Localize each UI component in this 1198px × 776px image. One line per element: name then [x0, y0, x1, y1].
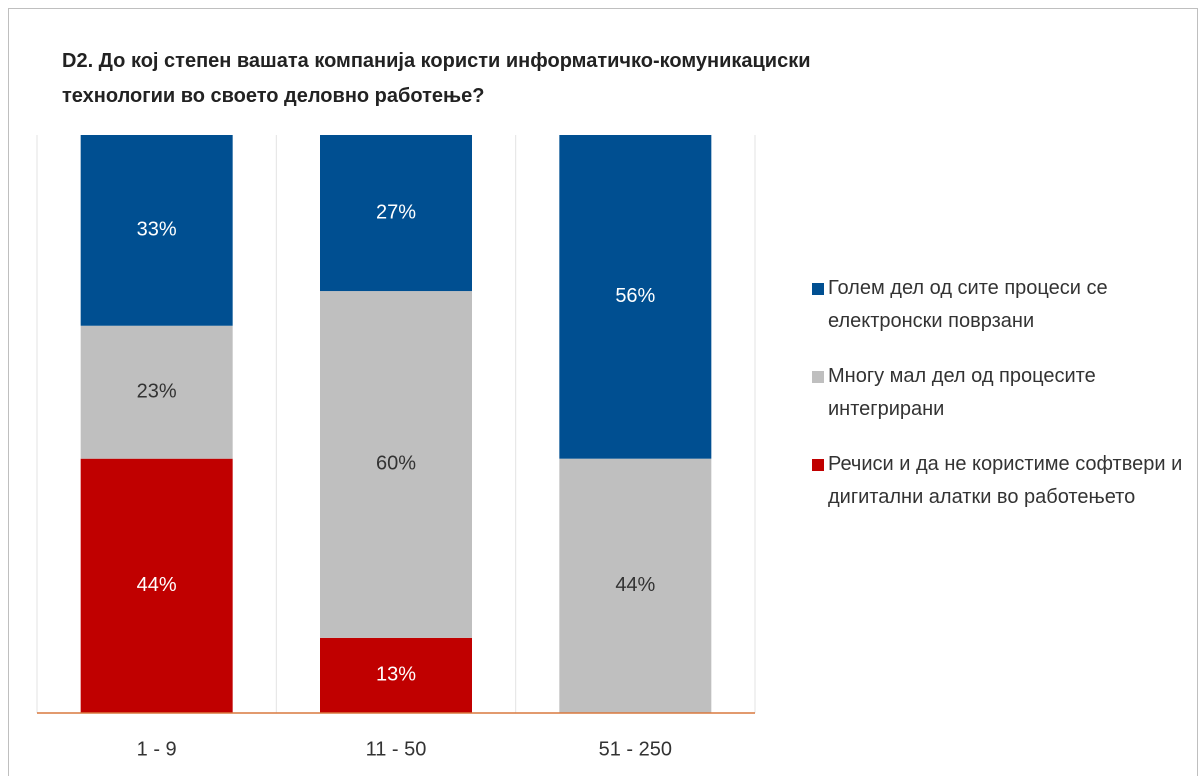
x-tick-label: 11 - 50 [366, 738, 427, 760]
x-tick-label: 51 - 250 [599, 738, 672, 760]
legend-label: Речиси и да не користиме софтвери и диги… [828, 453, 1183, 508]
data-label: 23% [137, 380, 177, 402]
data-label: 27% [376, 201, 416, 223]
bar-segment [80, 325, 233, 459]
legend-item: Речиси и да не користиме софтвери и диги… [812, 448, 1192, 514]
bar-segment [80, 135, 233, 326]
legend-label: Многу мал дел од процесите интегрирани [828, 365, 1096, 420]
data-label: 60% [376, 453, 416, 475]
x-tick-label: 1 - 9 [137, 738, 177, 760]
bar-segment [320, 135, 472, 292]
chart-title: D2. До кој степен вашата компанија корис… [62, 50, 811, 107]
bar-segment [320, 291, 472, 638]
data-label: 33% [137, 219, 177, 241]
legend-item: Голем дел од сите процеси се електронски… [812, 272, 1192, 338]
data-label: 56% [615, 285, 655, 307]
bar-segment [559, 458, 712, 713]
legend-swatch [812, 371, 824, 383]
bar-segment [80, 458, 233, 713]
legend: Голем дел од сите процеси се електронски… [812, 272, 1192, 536]
legend-item: Многу мал дел од процесите интегрирани [812, 360, 1192, 426]
data-label: 44% [615, 574, 655, 596]
data-label: 44% [137, 574, 177, 596]
legend-label: Голем дел од сите процеси се електронски… [828, 277, 1108, 332]
data-label: 13% [376, 664, 416, 686]
bar-segment [559, 135, 712, 459]
bar-segment [320, 637, 472, 713]
legend-swatch [812, 459, 824, 471]
legend-swatch [812, 283, 824, 295]
